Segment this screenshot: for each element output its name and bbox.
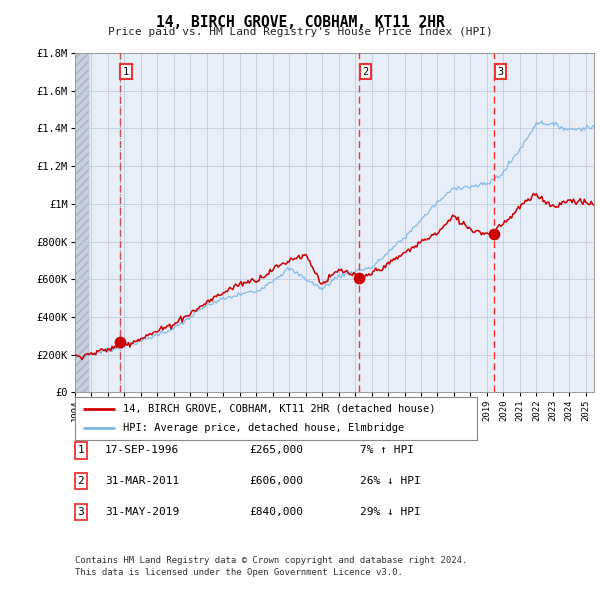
Text: £606,000: £606,000: [249, 476, 303, 486]
Text: 14, BIRCH GROVE, COBHAM, KT11 2HR: 14, BIRCH GROVE, COBHAM, KT11 2HR: [155, 15, 445, 30]
Text: 1: 1: [77, 445, 85, 455]
Text: 3: 3: [497, 67, 503, 77]
Text: £265,000: £265,000: [249, 445, 303, 455]
Text: 2: 2: [362, 67, 369, 77]
Text: 1: 1: [123, 67, 129, 77]
Text: HPI: Average price, detached house, Elmbridge: HPI: Average price, detached house, Elmb…: [123, 423, 404, 433]
Text: 29% ↓ HPI: 29% ↓ HPI: [360, 507, 421, 517]
Point: [355, 273, 364, 283]
Point: [489, 230, 499, 239]
Text: 7% ↑ HPI: 7% ↑ HPI: [360, 445, 414, 455]
Text: 26% ↓ HPI: 26% ↓ HPI: [360, 476, 421, 486]
Text: £840,000: £840,000: [249, 507, 303, 517]
Text: 31-MAY-2019: 31-MAY-2019: [105, 507, 179, 517]
Point: [115, 337, 124, 347]
Text: Contains HM Land Registry data © Crown copyright and database right 2024.
This d: Contains HM Land Registry data © Crown c…: [75, 556, 467, 577]
Text: 14, BIRCH GROVE, COBHAM, KT11 2HR (detached house): 14, BIRCH GROVE, COBHAM, KT11 2HR (detac…: [123, 404, 436, 414]
Text: 3: 3: [77, 507, 85, 517]
Text: 17-SEP-1996: 17-SEP-1996: [105, 445, 179, 455]
Text: 2: 2: [77, 476, 85, 486]
Text: 31-MAR-2011: 31-MAR-2011: [105, 476, 179, 486]
Text: Price paid vs. HM Land Registry's House Price Index (HPI): Price paid vs. HM Land Registry's House …: [107, 27, 493, 37]
